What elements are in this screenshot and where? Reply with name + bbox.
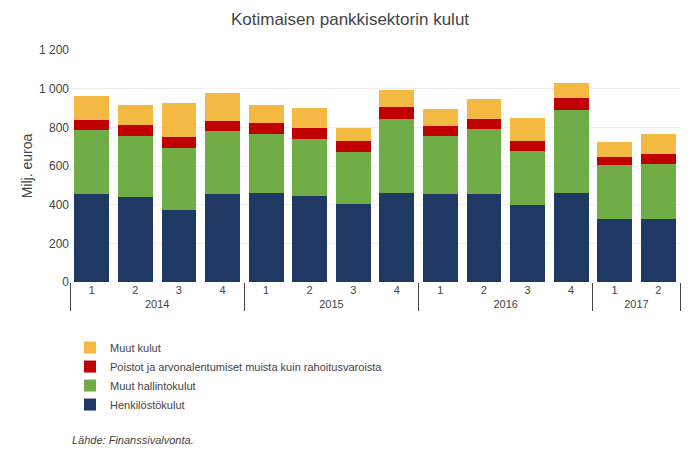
svg-text:2: 2 xyxy=(307,284,313,296)
svg-text:1: 1 xyxy=(263,284,269,296)
svg-text:4: 4 xyxy=(219,284,225,296)
svg-text:2: 2 xyxy=(132,284,138,296)
svg-text:3: 3 xyxy=(350,284,356,296)
svg-text:1: 1 xyxy=(612,284,618,296)
svg-text:1: 1 xyxy=(89,284,95,296)
svg-text:200: 200 xyxy=(49,237,69,251)
svg-text:2014: 2014 xyxy=(145,298,169,310)
svg-text:2015: 2015 xyxy=(319,298,343,310)
svg-text:4: 4 xyxy=(568,284,574,296)
svg-text:Kotimaisen pankkisektorin kulu: Kotimaisen pankkisektorin kulut xyxy=(231,10,469,29)
svg-text:600: 600 xyxy=(49,159,69,173)
svg-text:2017: 2017 xyxy=(624,298,648,310)
svg-text:1 200: 1 200 xyxy=(39,43,69,57)
svg-text:400: 400 xyxy=(49,198,69,212)
svg-text:Milj. euroa: Milj. euroa xyxy=(19,134,35,199)
svg-text:Muut hallintokulut: Muut hallintokulut xyxy=(110,380,196,392)
svg-text:800: 800 xyxy=(49,121,69,135)
svg-text:Henkilöstökulut: Henkilöstökulut xyxy=(110,399,185,411)
svg-text:1 000: 1 000 xyxy=(39,82,69,96)
svg-text:2: 2 xyxy=(481,284,487,296)
svg-text:3: 3 xyxy=(176,284,182,296)
svg-text:2016: 2016 xyxy=(493,298,517,310)
svg-text:0: 0 xyxy=(62,275,69,289)
svg-text:3: 3 xyxy=(524,284,530,296)
svg-text:4: 4 xyxy=(394,284,400,296)
svg-text:2: 2 xyxy=(655,284,661,296)
svg-text:1: 1 xyxy=(437,284,443,296)
svg-text:Muut kulut: Muut kulut xyxy=(110,342,161,354)
svg-text:Poistot ja arvonalentumiset mu: Poistot ja arvonalentumiset muista kuin … xyxy=(110,361,382,373)
svg-text:Lähde: Finanssivalvonta.: Lähde: Finanssivalvonta. xyxy=(72,434,194,446)
